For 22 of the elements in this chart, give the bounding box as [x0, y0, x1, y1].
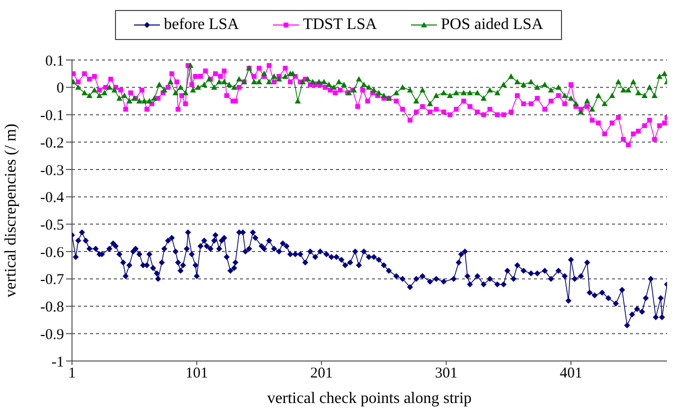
y-tick-label: -0.6	[40, 244, 64, 261]
legend-label: POS aided LSA	[440, 16, 544, 34]
y-tick-label: 0.1	[45, 53, 64, 70]
y-tick-label: -0.7	[40, 272, 64, 288]
legend-label: before LSA	[164, 16, 239, 34]
y-tick-label: -0.1	[40, 108, 64, 124]
x-tick-label: 101	[185, 366, 208, 382]
legend-label: TDST LSA	[302, 16, 377, 34]
x-tick-label: 401	[560, 366, 582, 382]
y-tick-label: -0.3	[40, 162, 64, 179]
y-tick-label: 0	[56, 80, 64, 97]
x-tick-label: 1	[68, 366, 76, 382]
y-tick-label: -0.2	[40, 135, 64, 152]
x-tick-label: 301	[434, 366, 458, 382]
y-tick-label: -0.8	[40, 300, 64, 316]
y-tick-label: -0.4	[40, 190, 64, 206]
y-axis-title: vertical discrepencies (/ m)	[2, 124, 20, 298]
y-tick-label: -1	[52, 354, 64, 370]
y-tick-label: -0.5	[40, 218, 64, 234]
x-axis-title: vertical check points along strip	[267, 390, 472, 407]
y-tick-label: -0.9	[40, 326, 64, 343]
x-tick-label: 201	[310, 366, 333, 382]
